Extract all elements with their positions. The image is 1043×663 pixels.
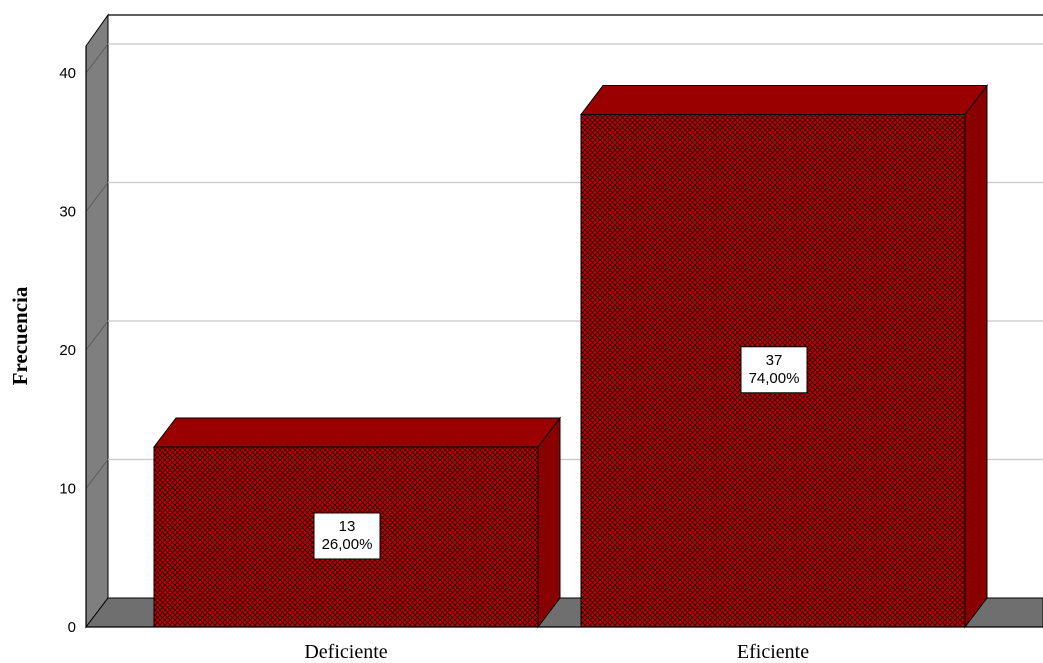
y-tick-label: 20 xyxy=(59,342,76,359)
y-axis-label: Frecuencia xyxy=(8,286,32,385)
y-tick-label: 10 xyxy=(59,481,76,498)
wall-gridline xyxy=(85,459,109,489)
x-axis: Deficiente Eficiente xyxy=(86,626,1043,663)
bar-top xyxy=(579,85,989,116)
bar-side xyxy=(964,84,988,629)
x-tick-label: Eficiente xyxy=(737,641,809,663)
wall-gridline xyxy=(85,182,109,212)
data-label-percent: 26,00% xyxy=(322,536,373,553)
bar-top xyxy=(152,417,562,448)
y-axis: 0 10 20 30 40 xyxy=(59,46,87,636)
data-label-box xyxy=(313,512,381,560)
x-tick-label: Deficiente xyxy=(304,641,387,663)
data-label-box xyxy=(740,346,808,394)
data-label-count: 13 xyxy=(339,518,356,535)
wall-gridline xyxy=(85,320,109,351)
wall-gridline xyxy=(85,43,109,74)
y-tick-label: 40 xyxy=(59,65,76,82)
bar-side xyxy=(537,416,561,629)
data-label-count: 37 xyxy=(766,352,783,369)
y-tick-label: 0 xyxy=(68,619,76,636)
y-tick-label: 30 xyxy=(59,204,76,221)
left-wall xyxy=(85,13,109,629)
data-label-percent: 74,00% xyxy=(749,370,800,387)
